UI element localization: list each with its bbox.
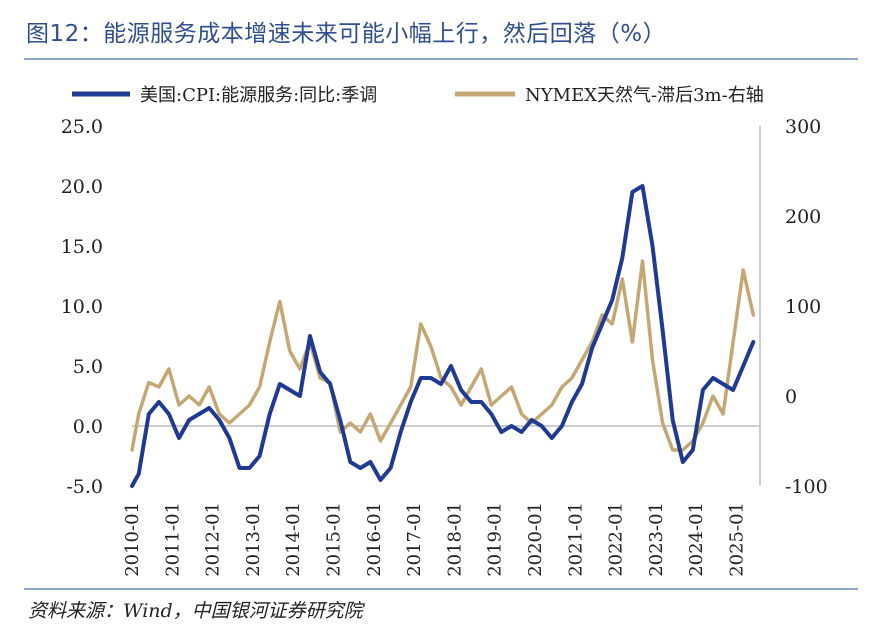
y-left-tick-label: 10.0	[61, 296, 103, 318]
legend: 美国:CPI:能源服务:同比:季调 NYMEX天然气-滞后3m-右轴	[72, 85, 764, 106]
y-right-tick-label: 300	[785, 116, 821, 138]
x-tick-label: 2025-01	[726, 502, 747, 577]
source-rule	[24, 588, 858, 590]
y-right-tick-label: -100	[785, 476, 828, 498]
title-rule	[24, 58, 858, 60]
x-tick-label: 2012-01	[203, 502, 224, 577]
x-tick-label: 2010-01	[122, 502, 143, 577]
series-line-2	[130, 259, 756, 452]
source-note: 资料来源：Wind，中国银河证券研究院	[28, 600, 363, 622]
x-tick-label: 2018-01	[444, 502, 465, 577]
axes: 25.0 20.0 15.0 10.0 5.0 0.0 -5.0 300 200 100 0 -100…	[61, 116, 828, 577]
x-tick-label: 2023-01	[646, 502, 667, 577]
x-tick-label: 2016-01	[364, 502, 385, 577]
x-tick-label: 2011-01	[162, 502, 183, 577]
y-left-tick-label: 0.0	[73, 416, 103, 438]
legend-label-series-1: 美国:CPI:能源服务:同比:季调	[140, 85, 377, 106]
chart: 美国:CPI:能源服务:同比:季调 NYMEX天然气-滞后3m-右轴 25.02…	[61, 85, 828, 577]
plot-lines	[130, 184, 756, 488]
y-left-tick-label: -5.0	[66, 476, 103, 498]
x-tick-label: 2013-01	[243, 502, 264, 577]
y-left-tick-label: 20.0	[61, 176, 103, 198]
y-left-tick-label: 5.0	[73, 356, 103, 378]
y-right-tick-label: 0	[785, 386, 797, 408]
x-tick-label: 2022-01	[606, 502, 627, 577]
chart-title: 图12：能源服务成本增速未来可能小幅上行，然后回落（%）	[26, 21, 667, 47]
x-tick-label: 2019-01	[485, 502, 506, 577]
series-line-1	[130, 184, 756, 488]
x-tick-label: 2024-01	[686, 502, 707, 577]
y-right-tick-label: 100	[785, 296, 821, 318]
x-tick-label: 2015-01	[323, 502, 344, 577]
legend-label-series-2: NYMEX天然气-滞后3m-右轴	[525, 85, 764, 106]
y-left-tick-label: 15.0	[61, 236, 103, 258]
x-tick-label: 2021-01	[565, 502, 586, 577]
y-right-tick-label: 200	[785, 206, 821, 228]
x-tick-label: 2020-01	[525, 502, 546, 577]
x-tick-label: 2017-01	[404, 502, 425, 577]
x-tick-label: 2014-01	[283, 502, 304, 577]
y-left-tick-label: 25.0	[61, 116, 103, 138]
